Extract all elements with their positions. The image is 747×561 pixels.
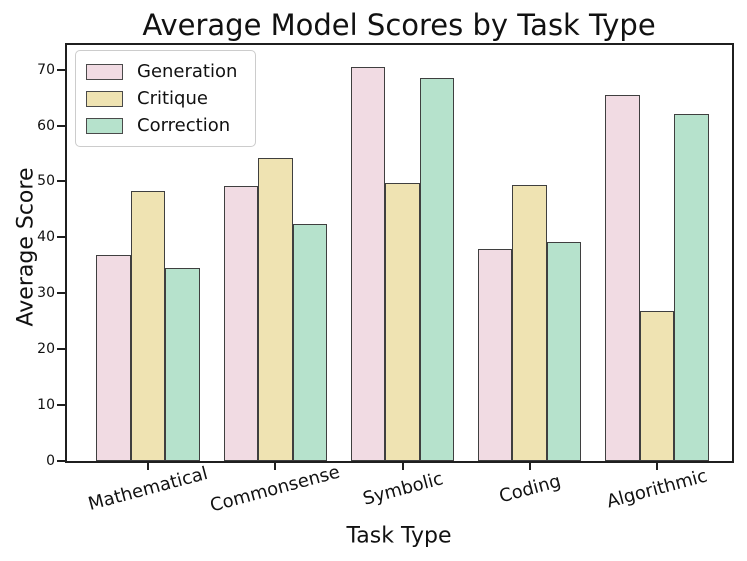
legend-swatch-correction	[86, 117, 123, 134]
bar-critique-mathematical	[130, 190, 166, 461]
bar-critique-symbolic	[385, 183, 420, 461]
legend-item-critique: Critique	[86, 85, 245, 112]
y-tick-mark-70	[57, 68, 65, 71]
bar-generation-mathematical	[96, 255, 131, 461]
bar-generation-coding	[477, 248, 513, 461]
legend-label-correction: Correction	[137, 114, 231, 136]
bar-correction-algorithmic	[674, 113, 709, 461]
x-axis-label: Task Type	[346, 523, 452, 549]
y-tick-label-0: 0	[46, 453, 55, 469]
x-tick-mark-coding	[528, 462, 531, 470]
legend-item-generation: Generation	[86, 58, 245, 85]
x-tick-mark-mathematical	[147, 462, 150, 470]
y-tick-mark-30	[57, 292, 65, 295]
y-tick-label-20: 20	[37, 341, 55, 358]
y-tick-mark-0	[57, 460, 65, 462]
y-tick-mark-60	[57, 124, 65, 127]
y-tick-mark-40	[57, 236, 65, 239]
y-tick-mark-50	[57, 180, 65, 183]
legend-label-critique: Critique	[137, 87, 208, 109]
bar-correction-coding	[546, 241, 582, 461]
bar-generation-algorithmic	[605, 95, 640, 461]
x-tick-mark-commonsense	[274, 462, 277, 470]
chart-title: Average Model Scores by Task Type	[142, 8, 656, 42]
x-tick-mark-algorithmic	[655, 462, 658, 470]
x-tick-label-coding: Coding	[496, 470, 563, 508]
bar-generation-commonsense	[223, 185, 259, 461]
y-tick-label-60: 60	[37, 117, 55, 134]
y-tick-label-10: 10	[37, 397, 55, 414]
y-tick-mark-20	[57, 348, 65, 351]
bar-critique-coding	[512, 184, 547, 461]
bar-generation-symbolic	[350, 66, 386, 461]
y-axis-label: Average Score	[13, 167, 39, 327]
bar-critique-commonsense	[258, 157, 293, 461]
x-tick-label-mathematical: Mathematical	[86, 462, 211, 516]
y-tick-mark-10	[57, 404, 65, 407]
y-tick-label-40: 40	[37, 229, 55, 246]
y-tick-label-30: 30	[37, 285, 55, 302]
bar-correction-mathematical	[165, 268, 200, 461]
bar-correction-symbolic	[419, 78, 455, 461]
legend-swatch-generation	[86, 63, 123, 80]
bar-critique-algorithmic	[639, 311, 675, 461]
legend-swatch-critique	[86, 90, 123, 107]
x-tick-label-symbolic: Symbolic	[360, 468, 445, 510]
y-tick-label-70: 70	[37, 61, 55, 78]
x-tick-label-algorithmic: Algorithmic	[604, 465, 710, 513]
legend: Generation Critique Correction	[75, 50, 256, 147]
bar-correction-commonsense	[292, 223, 328, 461]
legend-label-generation: Generation	[137, 60, 238, 82]
legend-item-correction: Correction	[86, 112, 245, 139]
x-tick-mark-symbolic	[401, 462, 404, 470]
y-tick-label-50: 50	[37, 173, 55, 190]
